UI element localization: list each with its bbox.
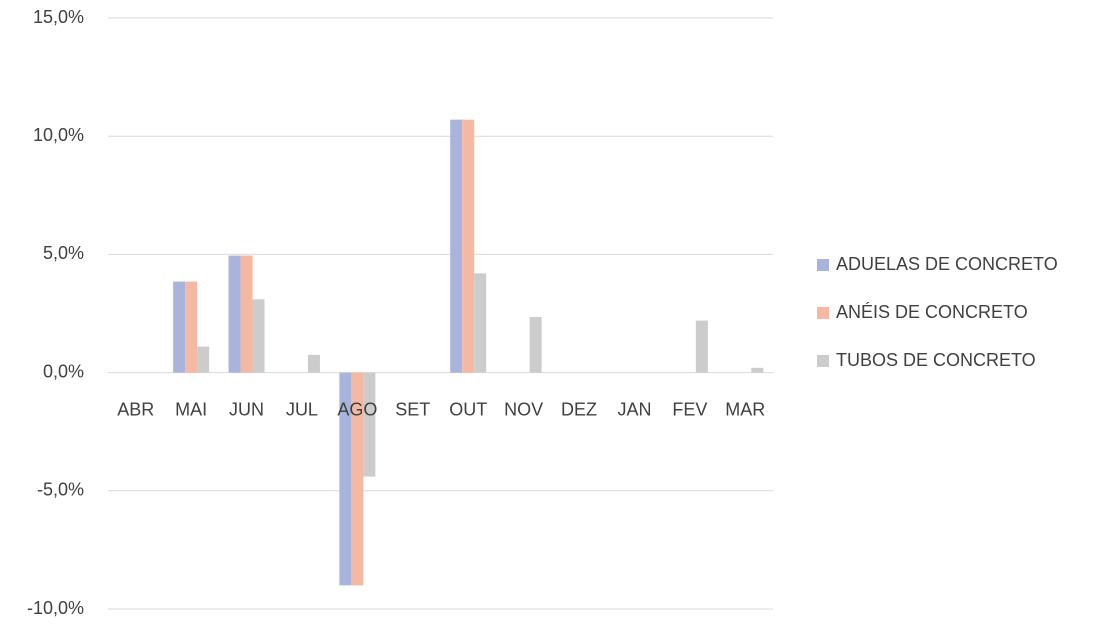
legend-swatch [817, 355, 829, 367]
x-tick-label: JUN [229, 399, 264, 419]
bar [474, 273, 487, 373]
legend-label: TUBOS DE CONCRETO [836, 350, 1036, 370]
legend-label: ADUELAS DE CONCRETO [836, 254, 1058, 274]
x-tick-label: JAN [617, 399, 651, 419]
legend-swatch [817, 259, 829, 271]
bar [252, 299, 265, 373]
bar [529, 317, 542, 373]
bar [197, 346, 210, 373]
x-tick-label: NOV [504, 399, 543, 419]
y-tick-label: -5,0% [37, 480, 84, 500]
bar [185, 281, 198, 373]
y-tick-label: 15,0% [33, 7, 84, 27]
bar [228, 255, 241, 373]
bar [695, 320, 708, 373]
bar [450, 119, 463, 373]
bar [351, 372, 364, 586]
y-tick-label: -10,0% [27, 598, 84, 618]
bar [307, 354, 320, 373]
y-tick-label: 10,0% [33, 125, 84, 145]
x-tick-label: ABR [117, 399, 154, 419]
bar [173, 281, 186, 373]
x-tick-label: OUT [449, 399, 487, 419]
y-tick-label: 0,0% [43, 361, 84, 381]
bar [363, 372, 376, 477]
bar [339, 372, 352, 586]
x-tick-label: JUL [286, 399, 318, 419]
x-tick-label: MAR [725, 399, 765, 419]
legend-swatch [817, 307, 829, 319]
legend-label: ANÉIS DE CONCRETO [836, 302, 1028, 322]
bar [751, 367, 764, 373]
y-tick-label: 5,0% [43, 243, 84, 263]
x-tick-label: SET [395, 399, 430, 419]
bar [462, 119, 475, 373]
x-tick-label: AGO [337, 399, 377, 419]
x-tick-label: MAI [175, 399, 207, 419]
bar [240, 255, 253, 373]
x-tick-label: FEV [672, 399, 707, 419]
x-tick-label: DEZ [561, 399, 597, 419]
